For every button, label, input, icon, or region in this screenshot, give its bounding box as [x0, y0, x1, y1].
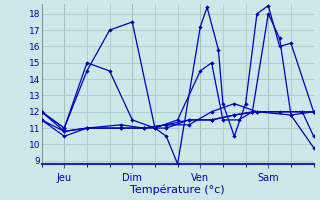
X-axis label: Température (°c): Température (°c) [130, 184, 225, 195]
